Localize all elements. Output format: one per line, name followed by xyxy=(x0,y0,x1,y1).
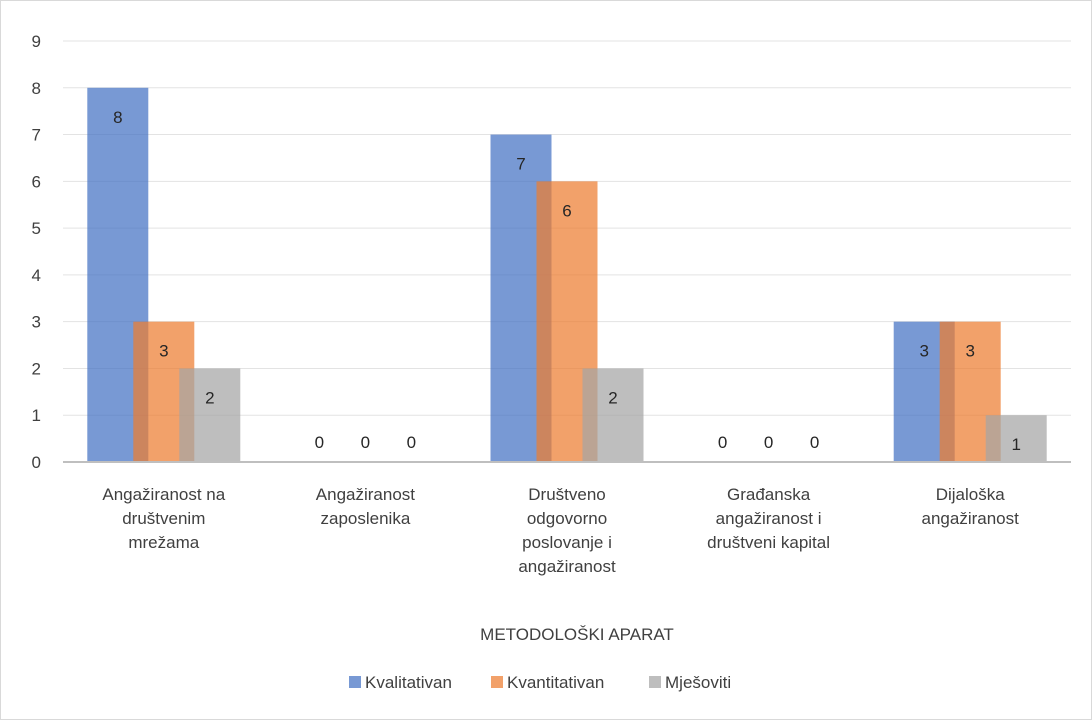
y-tick-label: 5 xyxy=(32,219,41,238)
x-category-label-line: angažiranost xyxy=(518,557,616,576)
x-category-label-line: zaposlenika xyxy=(321,509,411,528)
x-axis: Angažiranost na društvenim mrežamaAngažira… xyxy=(102,485,1019,576)
x-category-label: Angažiranost na društvenim mrežama xyxy=(102,485,225,552)
x-category-label-line: Angažiranost na xyxy=(102,485,225,504)
data-label: 0 xyxy=(810,433,819,452)
x-category-label: Angažiranost zaposlenika xyxy=(316,485,416,528)
bar-mje-oviti xyxy=(985,415,1047,462)
legend-swatch xyxy=(349,676,361,688)
y-tick-label: 4 xyxy=(32,266,41,285)
bars xyxy=(87,87,1047,463)
bar-mje-oviti xyxy=(179,368,241,462)
data-label: 0 xyxy=(718,433,727,452)
data-label: 0 xyxy=(361,433,370,452)
data-label: 3 xyxy=(965,342,974,361)
data-label: 3 xyxy=(919,342,928,361)
x-category-label-line: društvenim xyxy=(122,509,205,528)
data-label: 0 xyxy=(407,433,416,452)
legend-swatch xyxy=(491,676,503,688)
x-category-label: Dijaloška angažiranost xyxy=(922,485,1020,528)
y-tick-label: 0 xyxy=(32,453,41,472)
data-label: 3 xyxy=(159,342,168,361)
legend-label: Kvalitativan xyxy=(365,673,452,692)
x-category-label-line: Angažiranost xyxy=(316,485,416,504)
data-label: 2 xyxy=(205,388,214,407)
y-tick-label: 1 xyxy=(32,406,41,425)
y-tick-label: 3 xyxy=(32,313,41,332)
x-category-label: Građanska angažiranost i društveni kapital xyxy=(707,485,830,552)
data-label: 1 xyxy=(1011,435,1020,454)
data-label: 8 xyxy=(113,108,122,127)
x-category-label-line: angažiranost xyxy=(922,509,1020,528)
y-tick-label: 7 xyxy=(32,126,41,145)
x-category-label: Društveno odgovorno poslovanje i angažirano… xyxy=(518,485,616,576)
x-category-label-line: odgovorno xyxy=(527,509,607,528)
data-label: 7 xyxy=(516,155,525,174)
y-tick-label: 2 xyxy=(32,359,41,378)
data-label: 0 xyxy=(764,433,773,452)
y-axis: 0 1 2 3 4 5 6 7 8 9 xyxy=(32,32,41,472)
y-tick-label: 9 xyxy=(32,32,41,51)
x-category-label-line: angažiranost i xyxy=(716,509,822,528)
x-category-label-line: Dijaloška xyxy=(936,485,1006,504)
data-label: 6 xyxy=(562,201,571,220)
data-label: 0 xyxy=(315,433,324,452)
x-category-label-line: poslovanje i xyxy=(522,533,612,552)
legend-label: Mješoviti xyxy=(665,673,731,692)
legend-label: Kvantitativan xyxy=(507,673,604,692)
data-label: 2 xyxy=(608,388,617,407)
data-labels: 8 3 2 0 0 0 7 6 2 0 0 0 3 3 1 xyxy=(113,108,1021,454)
bar-mje-oviti xyxy=(582,368,644,462)
y-tick-label: 8 xyxy=(32,79,41,98)
x-category-label-line: mrežama xyxy=(128,533,199,552)
x-axis-title: METODOLOŠKI APARAT xyxy=(480,625,674,644)
y-tick-label: 6 xyxy=(32,172,41,191)
x-category-label-line: društveni kapital xyxy=(707,533,830,552)
legend: Kvalitativan Kvantitativan Mješoviti xyxy=(349,673,731,692)
legend-swatch xyxy=(649,676,661,688)
x-category-label-line: Građanska xyxy=(727,485,811,504)
x-category-label-line: Društveno xyxy=(528,485,605,504)
